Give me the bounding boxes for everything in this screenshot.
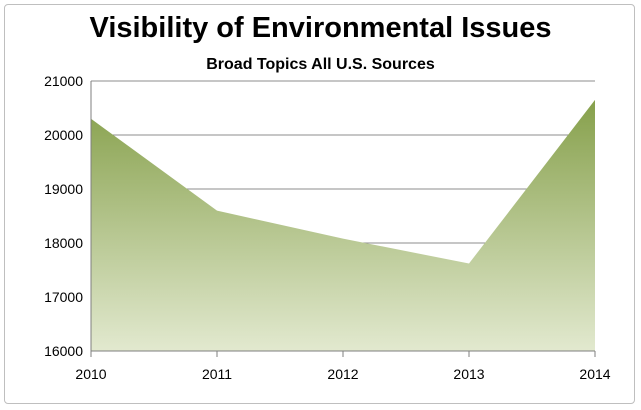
area-series-visibility: [91, 99, 595, 352]
y-tick-label: 19000: [44, 181, 83, 197]
y-tick-label: 18000: [44, 235, 83, 251]
y-tick-label: 17000: [44, 289, 83, 305]
x-tick-label: 2010: [75, 366, 106, 382]
chart-title: Visibility of Environmental Issues: [89, 12, 552, 44]
x-tick-label: 2011: [202, 366, 232, 382]
y-tick-label: 21000: [44, 73, 83, 89]
y-tick-label: 16000: [44, 343, 83, 359]
chart-subtitle: Broad Topics All U.S. Sources: [206, 56, 435, 73]
x-tick-label: 2014: [579, 366, 610, 382]
x-tick-label: 2013: [453, 366, 484, 382]
x-tick-label: 2012: [327, 366, 358, 382]
y-tick-label: 20000: [44, 127, 83, 143]
